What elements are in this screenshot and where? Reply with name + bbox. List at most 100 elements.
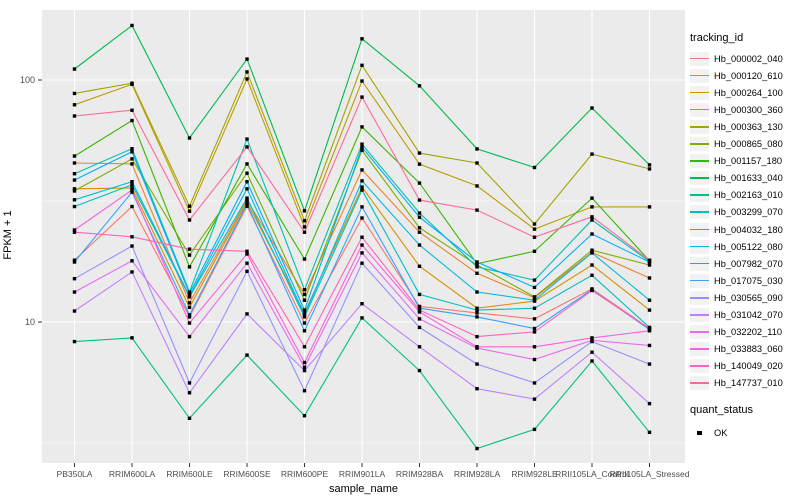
data-point xyxy=(187,381,192,385)
data-point xyxy=(475,184,479,188)
legend-item: Hb_005122_080 xyxy=(690,238,783,255)
data-point xyxy=(130,188,134,192)
x-tick-label: RRIM928LE xyxy=(511,469,558,479)
data-point xyxy=(302,219,307,223)
data-point xyxy=(475,315,479,319)
data-point xyxy=(130,147,134,151)
data-point xyxy=(302,257,307,261)
legend-item: Hb_147737_010 xyxy=(690,375,783,392)
legend-key-line-icon xyxy=(690,188,709,203)
data-point xyxy=(360,142,364,146)
data-point xyxy=(187,416,192,421)
legend-label: Hb_000865_080 xyxy=(714,139,783,149)
data-point xyxy=(187,291,192,296)
data-point xyxy=(475,387,479,391)
data-point xyxy=(360,235,364,239)
data-point xyxy=(647,163,652,167)
data-point xyxy=(475,446,479,451)
data-point xyxy=(245,57,249,61)
data-point xyxy=(475,362,479,366)
data-point xyxy=(130,204,134,209)
data-point xyxy=(245,196,249,200)
data-point xyxy=(130,183,134,187)
legend-label: Hb_005122_080 xyxy=(714,241,783,252)
data-point xyxy=(647,362,652,366)
data-point xyxy=(245,249,249,253)
data-point xyxy=(590,359,594,363)
data-point xyxy=(72,189,77,193)
data-point xyxy=(187,247,192,251)
data-point xyxy=(417,181,422,185)
data-point xyxy=(302,414,307,418)
data-point xyxy=(475,334,479,339)
data-point xyxy=(475,306,479,310)
data-point xyxy=(72,114,77,118)
legend-label: Hb_002163_010 xyxy=(714,190,783,201)
x-tick-label: RRIM600SE xyxy=(223,469,271,479)
data-point xyxy=(532,330,537,334)
data-point xyxy=(245,187,249,191)
data-point xyxy=(72,309,77,313)
legend-item: Hb_030565_090 xyxy=(690,289,783,306)
legend-item: Hb_001633_040 xyxy=(690,170,783,187)
data-point xyxy=(72,198,77,202)
legend-label: Hb_032202_110 xyxy=(714,327,783,338)
data-point xyxy=(417,198,422,202)
ok-square-icon xyxy=(690,426,709,440)
data-point xyxy=(360,216,364,220)
data-point xyxy=(187,253,192,257)
data-point xyxy=(647,343,652,348)
data-point xyxy=(187,294,192,298)
data-point xyxy=(475,262,479,266)
legend-key-line-icon xyxy=(690,51,709,66)
data-point xyxy=(72,91,77,96)
data-point xyxy=(532,427,537,432)
data-point xyxy=(72,178,77,182)
data-point xyxy=(187,313,192,317)
data-point xyxy=(417,230,422,234)
data-point xyxy=(532,222,537,226)
data-point xyxy=(590,196,594,200)
legend-key-line-icon xyxy=(690,102,709,117)
data-point xyxy=(72,290,77,294)
data-point xyxy=(532,165,537,170)
legend-key-line-icon xyxy=(690,325,709,340)
legend-item: Hb_000002_040 xyxy=(690,50,783,67)
data-point xyxy=(590,273,594,277)
data-point xyxy=(360,302,364,306)
legend-key-line-icon xyxy=(690,119,709,134)
data-point xyxy=(475,308,479,312)
data-point xyxy=(187,218,192,222)
data-point xyxy=(647,401,652,406)
data-point xyxy=(302,311,307,315)
data-point xyxy=(475,265,479,269)
legend-item: Hb_002163_010 xyxy=(690,187,783,204)
data-point xyxy=(187,391,192,395)
legend-key-line-icon xyxy=(690,308,709,322)
data-point xyxy=(130,186,134,190)
legend-key-line-icon xyxy=(690,205,709,220)
legend-label: Hb_017075_030 xyxy=(714,275,783,286)
data-point xyxy=(417,325,422,330)
data-point xyxy=(417,306,422,310)
data-point xyxy=(302,225,307,229)
data-point xyxy=(532,357,537,362)
data-point xyxy=(590,336,594,340)
legend-key-line-icon xyxy=(690,85,709,100)
legend-item: Hb_003299_070 xyxy=(690,204,783,221)
data-point xyxy=(590,263,594,267)
data-point xyxy=(647,298,652,302)
data-point xyxy=(245,171,249,175)
data-point xyxy=(302,360,307,365)
data-point xyxy=(302,298,307,302)
data-point xyxy=(72,67,77,71)
legend-item: Hb_004032_180 xyxy=(690,221,783,238)
data-point xyxy=(532,295,537,299)
data-point xyxy=(187,321,192,325)
data-point xyxy=(475,311,479,315)
data-point xyxy=(360,168,364,172)
data-point xyxy=(130,190,134,194)
data-point xyxy=(417,317,422,321)
legend-label-ok: OK xyxy=(714,427,728,438)
data-point xyxy=(360,261,364,265)
